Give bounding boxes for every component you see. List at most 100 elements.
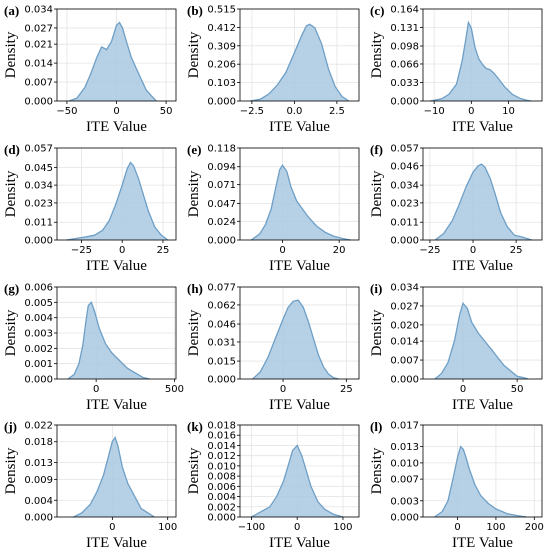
density-chart-svg: 0 500 0.000 0.001 0.002 0.003 0.004 0.005 0.006 I… (3, 281, 184, 413)
density-chart-svg: 0 100 0.000 0.004 0.009 0.013 0.018 0.022 ITE Va… (3, 419, 177, 551)
y-tick-label: 0.010 (390, 458, 419, 469)
y-tick-label: 0.006 (24, 283, 53, 294)
density-curve (250, 23, 350, 102)
x-tick-label: −2.5 (240, 106, 264, 117)
y-tick-label: 0.023 (390, 198, 419, 209)
y-tick-label: 0.004 (207, 492, 236, 503)
panel-label: (d) (4, 142, 20, 157)
density-chart-svg: −2.5 0.0 2.5 0.000 0.103 0.206 0.309 0.412 0.515… (186, 3, 360, 135)
panel-b: −2.5 0.0 2.5 0.000 0.103 0.206 0.309 0.412 0.515… (183, 0, 366, 139)
x-tick-label: −25 (419, 245, 440, 256)
y-tick-label: 0.004 (24, 496, 53, 507)
y-tick-label: 0.007 (390, 475, 419, 486)
y-axis-label: Density (369, 170, 385, 217)
density-curve (66, 161, 169, 241)
density-area (251, 445, 343, 517)
density-curve (430, 20, 531, 102)
x-tick-label: 25 (340, 384, 353, 395)
y-tick-label: 0.098 (390, 42, 419, 53)
density-area (252, 300, 339, 379)
x-tick-label: 2.5 (329, 106, 345, 117)
y-tick-label: 0.015 (207, 357, 236, 368)
panel-f: −25 0 25 0.000 0.011 0.023 0.034 0.046 0.057 ITE … (366, 139, 549, 278)
y-tick-label: 0.034 (390, 181, 419, 192)
x-tick-label: 0 (109, 522, 115, 533)
density-curve (68, 21, 157, 102)
x-axis-label: ITE Value (452, 119, 513, 135)
y-tick-label: 0.018 (24, 437, 53, 448)
axes-frame (422, 8, 543, 102)
y-tick-label: 0.000 (24, 375, 53, 386)
x-tick-label: 100 (486, 522, 505, 533)
density-chart-svg: −25 0 25 0.000 0.011 0.023 0.034 0.045 0.057 ITE … (3, 142, 177, 274)
y-tick-label: 0.000 (24, 513, 53, 524)
panel-i: 0 50 0.000 0.007 0.014 0.020 0.027 0.034 ITE Val… (366, 278, 549, 417)
panel-a: −50 0 50 0.000 0.007 0.014 0.021 0.027 0.034 ITE … (0, 0, 183, 139)
y-axis-label: Density (3, 309, 19, 356)
density-area (434, 446, 527, 517)
panel-h: 0 25 0.000 0.015 0.031 0.046 0.062 0.077 ITE Val… (183, 278, 366, 417)
y-tick-label: 0.003 (390, 496, 419, 507)
y-tick-label: 0.006 (207, 482, 236, 493)
axes-frame (239, 8, 360, 102)
x-tick-label: 50 (511, 384, 524, 395)
x-tick-label: 10 (502, 106, 515, 117)
axes-frame (239, 286, 360, 380)
y-tick-label: 0.062 (207, 300, 236, 311)
y-axis-label: Density (186, 170, 202, 217)
x-tick-label: 0 (279, 245, 285, 256)
y-tick-label: 0.046 (207, 320, 236, 331)
density-curve (250, 164, 351, 241)
y-tick-label: 0.046 (390, 161, 419, 172)
y-tick-label: 0.103 (207, 78, 236, 89)
y-tick-label: 0.000 (207, 513, 236, 524)
y-tick-label: 0.003 (24, 329, 53, 340)
y-axis-label: Density (369, 447, 385, 494)
axes-frame (56, 424, 177, 518)
x-axis-label: ITE Value (86, 397, 147, 413)
x-tick-label: 0 (119, 245, 125, 256)
x-tick-label: 0 (454, 522, 460, 533)
x-tick-label: 25 (157, 245, 170, 256)
y-tick-label: 0.045 (24, 163, 53, 174)
y-tick-label: 0.000 (390, 236, 419, 247)
y-tick-label: 0.034 (24, 181, 53, 192)
y-tick-label: 0.005 (24, 298, 53, 309)
density-area (73, 437, 155, 517)
density-chart-svg: 0 25 0.000 0.015 0.031 0.046 0.062 0.077 ITE Val… (186, 281, 360, 413)
axes-frame (422, 147, 543, 241)
y-tick-label: 0.017 (390, 421, 419, 432)
density-area (435, 164, 532, 240)
x-axis-label: ITE Value (269, 535, 330, 551)
density-curve (73, 436, 155, 518)
y-tick-label: 0.008 (207, 472, 236, 483)
x-tick-label: 0 (468, 106, 474, 117)
y-tick-label: 0.047 (207, 199, 236, 210)
y-tick-label: 0.022 (24, 421, 53, 432)
x-tick-label: 100 (158, 522, 177, 533)
density-area (251, 165, 351, 240)
y-tick-label: 0.009 (24, 475, 53, 486)
axes-frame (56, 147, 177, 241)
x-tick-label: 20 (333, 245, 346, 256)
y-axis-label: Density (3, 31, 19, 78)
y-tick-label: 0.027 (24, 23, 53, 34)
density-curve (434, 445, 527, 518)
y-tick-label: 0.002 (207, 502, 236, 513)
y-tick-label: 0.007 (24, 78, 53, 89)
x-tick-label: 200 (525, 522, 544, 533)
y-tick-label: 0.000 (390, 513, 419, 524)
x-tick-label: 0.0 (286, 106, 302, 117)
y-axis-label: Density (3, 447, 19, 494)
panel-label: (e) (187, 142, 201, 157)
y-tick-label: 0.023 (24, 198, 53, 209)
panel-label: (l) (370, 419, 382, 434)
y-tick-label: 0.004 (24, 313, 53, 324)
y-tick-label: 0.002 (24, 344, 53, 355)
y-tick-label: 0.014 (24, 59, 53, 70)
panel-label: (a) (4, 3, 19, 18)
y-tick-label: 0.515 (207, 5, 236, 16)
x-tick-label: 0 (294, 522, 300, 533)
x-tick-label: 0 (470, 245, 476, 256)
